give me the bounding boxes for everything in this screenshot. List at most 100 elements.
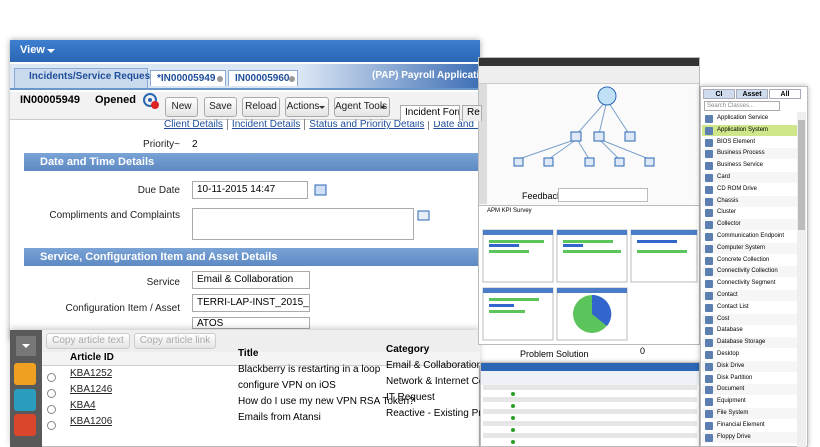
class-row[interactable] bbox=[702, 278, 797, 290]
radio[interactable] bbox=[47, 373, 56, 382]
class-row[interactable] bbox=[702, 301, 797, 313]
article-id[interactable]: KBA1206 bbox=[70, 416, 113, 427]
section-header[interactable]: Date and Time Details bbox=[24, 153, 480, 171]
article-id[interactable]: KBA1246 bbox=[70, 384, 113, 395]
class-row[interactable] bbox=[702, 113, 797, 124]
edit-icon[interactable] bbox=[417, 210, 431, 222]
calendar-icon[interactable] bbox=[314, 183, 328, 197]
extra-input[interactable]: ATOS bbox=[192, 317, 310, 329]
view-tab[interactable]: Re bbox=[462, 105, 482, 121]
ci-input[interactable]: TERRI-LAP-INST_2015_5_2 bbox=[192, 294, 310, 312]
class-row[interactable] bbox=[702, 266, 797, 278]
class-icon bbox=[705, 174, 713, 182]
class-tab[interactable]: Asset bbox=[736, 89, 768, 99]
tools-icon[interactable] bbox=[14, 389, 36, 411]
class-name: Cost bbox=[717, 315, 730, 322]
article-id[interactable]: KBA1252 bbox=[70, 368, 113, 379]
class-row[interactable] bbox=[702, 360, 797, 372]
class-row[interactable] bbox=[702, 160, 797, 172]
menu-bar: View bbox=[10, 40, 480, 62]
class-row[interactable] bbox=[702, 183, 797, 195]
article-cell: Email & Collaboration bbox=[386, 360, 480, 371]
compliments-textarea[interactable] bbox=[192, 208, 414, 240]
article-cell: IT Request bbox=[386, 392, 435, 403]
class-name: Database Storage bbox=[717, 339, 766, 346]
class-row[interactable] bbox=[702, 242, 797, 254]
tab[interactable]: *IN00005949 bbox=[150, 70, 226, 86]
relationship-graph bbox=[478, 57, 700, 207]
copy-button[interactable]: Copy article link bbox=[134, 333, 216, 349]
alert-icon[interactable] bbox=[14, 414, 36, 436]
class-row[interactable] bbox=[702, 325, 797, 337]
class-name: Concrete Collection bbox=[717, 256, 770, 263]
class-row[interactable] bbox=[702, 313, 797, 325]
class-name: Disk Partition bbox=[717, 374, 753, 381]
tab[interactable]: Incidents/Service Requests bbox=[14, 68, 159, 88]
target-icon[interactable] bbox=[142, 92, 160, 110]
class-row[interactable] bbox=[702, 172, 797, 183]
class-name: Application System bbox=[717, 126, 769, 133]
class-name: Connectivity Segment bbox=[717, 280, 776, 287]
class-row[interactable] bbox=[702, 231, 797, 242]
due-date-input[interactable]: 10-11-2015 14:47 bbox=[192, 181, 308, 199]
scrollbar[interactable] bbox=[797, 112, 806, 447]
section-header[interactable]: Service, Configuration Item and Asset De… bbox=[24, 248, 480, 266]
toolbar-button[interactable]: New bbox=[165, 97, 198, 117]
class-row[interactable] bbox=[702, 136, 797, 148]
class-icon bbox=[705, 303, 713, 312]
class-name: Document bbox=[717, 386, 745, 393]
class-row[interactable] bbox=[702, 195, 797, 207]
class-row[interactable] bbox=[702, 290, 797, 301]
view-tab[interactable]: Incident Form bbox=[400, 105, 460, 121]
class-tab[interactable]: All bbox=[769, 89, 801, 99]
class-row[interactable] bbox=[702, 396, 797, 408]
class-tab[interactable]: CI bbox=[703, 89, 735, 99]
tab[interactable]: IN00005960 bbox=[228, 70, 298, 86]
radio[interactable] bbox=[47, 389, 56, 398]
toolbar-button[interactable]: Reload bbox=[242, 97, 280, 117]
class-row[interactable] bbox=[702, 419, 797, 431]
field-label: Configuration Item / Asset bbox=[65, 303, 180, 314]
view-menu[interactable]: View bbox=[20, 44, 45, 56]
class-icon bbox=[705, 421, 713, 430]
detail-link[interactable]: Client Details bbox=[164, 119, 223, 130]
toolbar-button[interactable]: Agent Tools bbox=[334, 97, 390, 117]
class-icon bbox=[705, 233, 713, 241]
feedback-input[interactable] bbox=[558, 188, 648, 202]
class-row[interactable] bbox=[702, 349, 797, 360]
class-icon bbox=[705, 433, 713, 442]
class-row[interactable] bbox=[702, 337, 797, 349]
class-icon bbox=[705, 292, 713, 300]
class-row[interactable] bbox=[702, 219, 797, 231]
field-label: Due Date bbox=[137, 185, 180, 196]
class-search[interactable]: Search Classes... bbox=[704, 101, 780, 111]
class-row[interactable] bbox=[702, 431, 797, 443]
class-row[interactable] bbox=[702, 254, 797, 266]
class-row[interactable] bbox=[702, 148, 797, 160]
article-id[interactable]: KBA4 bbox=[70, 400, 96, 411]
problem-solution-label: Problem Solution bbox=[520, 349, 589, 359]
class-icon bbox=[705, 351, 713, 359]
collapse-button[interactable] bbox=[16, 336, 36, 356]
article-cell: Blackberry is restarting in a loop bbox=[238, 364, 381, 375]
close-icon[interactable] bbox=[217, 76, 223, 82]
class-row[interactable] bbox=[702, 384, 797, 396]
service-input[interactable]: Email & Collaboration bbox=[192, 271, 310, 289]
detail-link[interactable]: Incident Details bbox=[226, 119, 304, 130]
book-icon[interactable] bbox=[14, 363, 36, 385]
class-icon bbox=[705, 197, 713, 206]
close-icon[interactable] bbox=[289, 76, 295, 82]
toolbar-button[interactable]: Save bbox=[204, 97, 237, 117]
class-row[interactable] bbox=[702, 207, 797, 219]
class-icon bbox=[705, 410, 713, 418]
toolbar-button[interactable]: Actions bbox=[285, 97, 329, 117]
radio[interactable] bbox=[47, 421, 56, 430]
tab-label: *IN00005949 bbox=[157, 73, 216, 84]
radio[interactable] bbox=[47, 405, 56, 414]
class-row[interactable] bbox=[702, 408, 797, 419]
class-row[interactable] bbox=[702, 372, 797, 384]
field-label: Service bbox=[146, 277, 180, 288]
copy-button[interactable]: Copy article text bbox=[46, 333, 130, 349]
detail-link[interactable]: Status and Priority Details bbox=[304, 119, 428, 130]
class-row[interactable] bbox=[702, 124, 797, 136]
